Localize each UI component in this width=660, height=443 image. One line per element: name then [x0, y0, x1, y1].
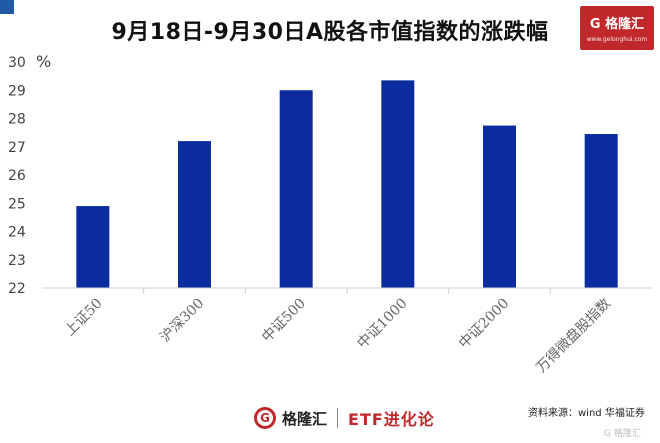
y-tick-label: 22 [8, 281, 26, 297]
bar [483, 125, 516, 288]
bar [279, 90, 313, 288]
x-tick-label: 上证50 [62, 296, 106, 340]
logo-main-text: G 格隆汇 [589, 17, 645, 32]
y-tick-label: 24 [8, 225, 26, 241]
logo-url-text: www.gelonghui.com [586, 36, 648, 43]
gelonghui-logo: G 格隆汇 www.gelonghui.com [580, 6, 654, 50]
bar-chart: 22 23 24 25 26 27 28 29 30% 上证50 沪深300 中证500 中证1000… [8, 52, 652, 376]
y-tick-label: 28 [8, 112, 26, 128]
y-tick-label: 30 [8, 55, 26, 71]
gelonghui-g-icon: G [254, 407, 276, 429]
x-tick-label: 中证500 [259, 296, 309, 346]
footer-logo: G 格隆汇 ETF进化论 [254, 403, 435, 433]
y-axis: 22 23 24 25 26 27 28 29 30% [8, 52, 51, 297]
y-tick-label: 23 [8, 253, 26, 269]
footer-brand: 格隆汇 [282, 409, 328, 428]
x-axis: 上证50 沪深300 中证500 中证1000 中证2000 万得微盘股指数 [42, 287, 652, 376]
x-tick-label: 中证2000 [456, 296, 512, 352]
footer-divider [337, 408, 339, 428]
bar [178, 141, 211, 288]
bars [76, 80, 618, 288]
corner-decoration [0, 0, 14, 14]
chart-title: 9月18日-9月30日A股各市值指数的涨跌幅 [111, 20, 549, 45]
y-unit-label: % [36, 52, 51, 71]
watermark: G 格隆汇 [604, 429, 641, 439]
y-tick-label: 25 [8, 196, 26, 212]
bar [584, 134, 618, 288]
y-tick-label: 26 [8, 168, 26, 184]
y-tick-label: 27 [8, 140, 26, 156]
y-tick-label: 29 [8, 83, 26, 99]
bar [381, 80, 415, 288]
source-note: 资料来源：wind 华福证券 [528, 408, 645, 419]
x-tick-label: 中证1000 [354, 296, 410, 352]
x-tick-label: 沪深300 [157, 296, 207, 346]
x-tick-label: 万得微盘股指数 [533, 295, 614, 376]
bar [76, 206, 110, 288]
footer-etf-label: ETF进化论 [348, 410, 435, 429]
